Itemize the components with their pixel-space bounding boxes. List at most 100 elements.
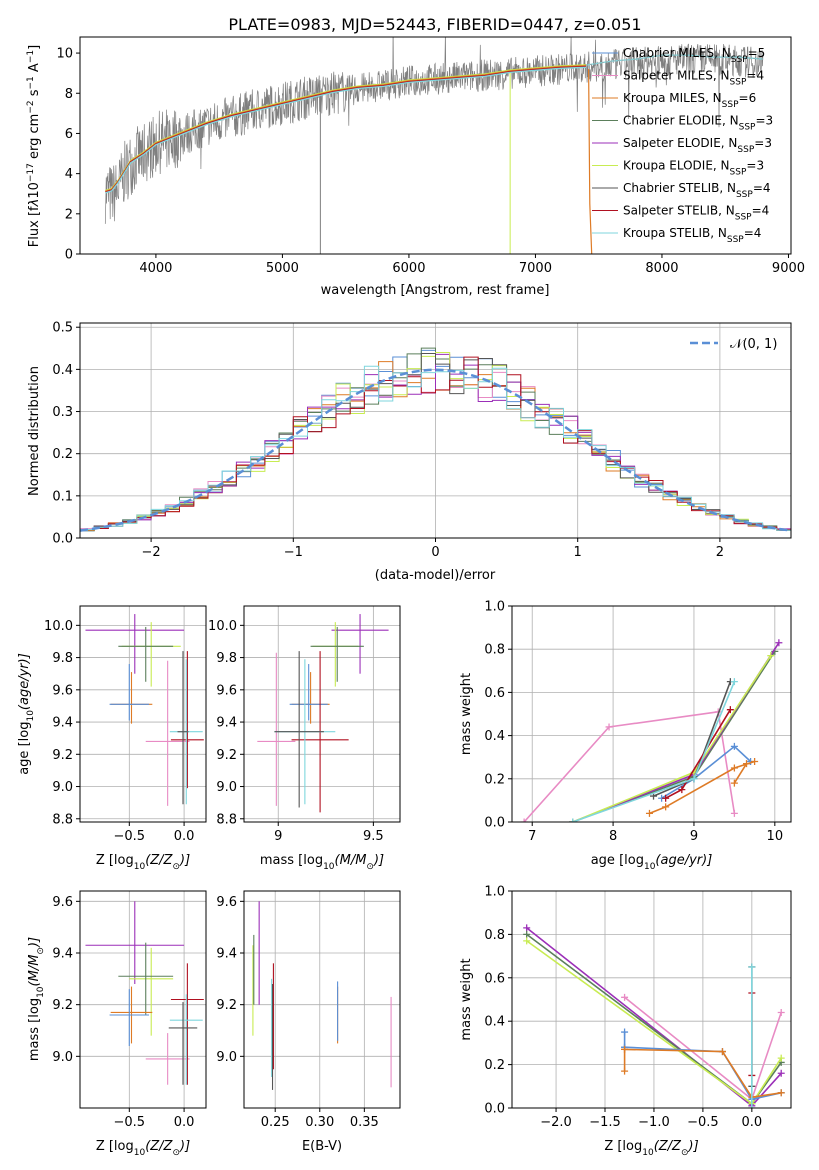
x-tick-label: 0 <box>431 545 439 560</box>
weight-marker <box>621 1028 629 1036</box>
model-spectrum <box>105 65 587 192</box>
x-axis-label-part: )] <box>688 1139 699 1154</box>
legend-label-part: Salpeter STELIB, N <box>623 204 735 218</box>
x-axis-label-part: ⊙ <box>366 862 374 872</box>
y-tick-label: 0.1 <box>52 489 73 504</box>
y-axis-label-part: A <box>27 63 42 76</box>
y-axis-label-part: (M/M <box>27 955 42 987</box>
y-tick-label: 2 <box>65 207 73 222</box>
y-tick-label: 9.0 <box>216 780 237 795</box>
y-tick-label: 8 <box>65 87 73 102</box>
weight-marker <box>777 1009 785 1017</box>
legend-label-part: Chabrier STELIB, N <box>623 181 736 195</box>
x-tick-label: 9 <box>690 829 698 844</box>
legend-label-part: Kroupa STELIB, N <box>623 226 727 240</box>
model-spectrum <box>105 66 587 194</box>
y-tick-label: 1.0 <box>484 600 505 615</box>
model-spectrum-extension-noise <box>585 54 764 66</box>
x-tick-label: 7000 <box>519 261 552 276</box>
weight-marker <box>775 639 783 647</box>
x-tick-label: 0.30 <box>305 1115 334 1130</box>
weight-marker <box>690 775 698 783</box>
y-axis-label: mass weight <box>459 673 474 755</box>
y-tick-label: 0 <box>65 248 73 263</box>
y-axis-label-part: ⊙ <box>36 947 46 955</box>
x-axis-label: wavelength [Angstrom, rest frame] <box>321 283 550 298</box>
weight-marker <box>751 758 759 766</box>
weight-marker <box>743 760 751 768</box>
legend-label-part: SSP <box>727 235 744 245</box>
y-tick-label: 9.4 <box>216 947 237 962</box>
y-axis-label-part: −2 <box>26 100 36 113</box>
y-axis-label: Normed distribution <box>27 366 42 496</box>
y-tick-label: 0.2 <box>484 772 505 787</box>
histogram-step <box>80 352 791 531</box>
x-axis-label: Z [log10(Z/Z⊙)] <box>96 853 190 872</box>
legend-label-part: SSP <box>736 190 753 200</box>
legend-label-part: SSP <box>735 213 752 223</box>
legend-label-part: =5 <box>748 46 766 60</box>
y-tick-label: 9.2 <box>216 998 237 1013</box>
legend-label: Chabrier MILES, NSSP=5 <box>623 46 765 65</box>
legend-label-part: Chabrier ELODIE, N <box>623 114 739 128</box>
x-axis-label-part: ⊙ <box>172 862 180 872</box>
x-axis-label: age [log10(age/yr)] <box>591 853 713 872</box>
y-tick-label: 10.0 <box>44 619 73 634</box>
legend-label: Salpeter STELIB, NSSP=4 <box>623 204 769 223</box>
x-axis-label-part: Z [log <box>96 1139 134 1154</box>
model-cutoff <box>588 69 593 254</box>
y-tick-label: 9.2 <box>52 748 73 763</box>
x-tick-label: 9.5 <box>363 829 384 844</box>
y-tick-label: 0.4 <box>484 1015 505 1030</box>
x-axis-label-part: (Z/Z <box>654 1139 682 1154</box>
x-tick-label: −2.0 <box>540 1115 572 1130</box>
x-tick-label: 6000 <box>392 261 425 276</box>
weight-marker <box>730 779 738 787</box>
axes-spectrum: 4000 5000 6000 7000 8000 9000 0 2 4 6 8 10 Chabrier … <box>26 36 805 298</box>
plot-area <box>85 901 204 1085</box>
model-spectrum <box>105 65 587 193</box>
legend-label: Kroupa STELIB, NSSP=4 <box>623 226 761 245</box>
axes-frame <box>79 890 207 1109</box>
axes-mass-ebv: 0.25 0.30 0.35 9.0 9.2 9.4 9.6 E(B-V) <box>216 890 401 1154</box>
legend-label-part: SSP <box>737 145 754 155</box>
weight-marker <box>730 809 738 817</box>
axes-frame <box>79 605 207 823</box>
plot-area <box>85 614 204 806</box>
y-axis-label-part: 10 <box>36 986 46 998</box>
y-tick-label: 9.2 <box>52 998 73 1013</box>
legend-label-part: SSP <box>722 100 739 110</box>
weight-marker <box>777 1069 785 1077</box>
weight-marker <box>645 809 653 817</box>
y-tick-label: 0.8 <box>484 928 505 943</box>
y-tick-label: 9.4 <box>216 716 237 731</box>
y-tick-label: 0.3 <box>52 405 73 420</box>
x-axis-label: mass [log10(M/M⊙)] <box>260 853 384 872</box>
weight-marker <box>523 924 531 932</box>
legend-label: Kroupa MILES, NSSP=6 <box>623 91 756 110</box>
figure-title: PLATE=0983, MJD=52443, FIBERID=0447, z=0… <box>228 15 641 34</box>
legend-label-part: Kroupa MILES, N <box>623 91 722 105</box>
x-axis-label-part: mass [log <box>260 853 323 868</box>
x-tick-label: 10 <box>767 829 784 844</box>
legend-label: Chabrier ELODIE, NSSP=3 <box>623 114 773 133</box>
weight-marker <box>748 963 756 971</box>
y-tick-label: 9.8 <box>216 651 237 666</box>
plot-area <box>252 901 392 1090</box>
weight-marker <box>621 1067 629 1075</box>
y-axis-label-part: Flux [f <box>27 206 42 247</box>
x-tick-label: 4000 <box>139 261 172 276</box>
weight-marker <box>605 723 613 731</box>
y-tick-label: 9.8 <box>52 651 73 666</box>
y-tick-label: 1.0 <box>484 885 505 900</box>
weight-marker <box>678 786 686 794</box>
x-axis-label-part: 10 <box>134 862 146 872</box>
axes-mass-Z: −0.5 0.09.09.29.49.6Z [log10(Z/Z⊙)]mass [… <box>27 890 207 1158</box>
y-tick-label: 9.4 <box>52 947 73 962</box>
y-tick-label: 10.0 <box>208 619 237 634</box>
x-tick-label: 0.0 <box>174 829 195 844</box>
legend-label-part: Salpeter MILES, N <box>623 69 730 83</box>
x-axis-label-part: 10 <box>134 1148 146 1158</box>
x-tick-label: 8000 <box>645 261 678 276</box>
